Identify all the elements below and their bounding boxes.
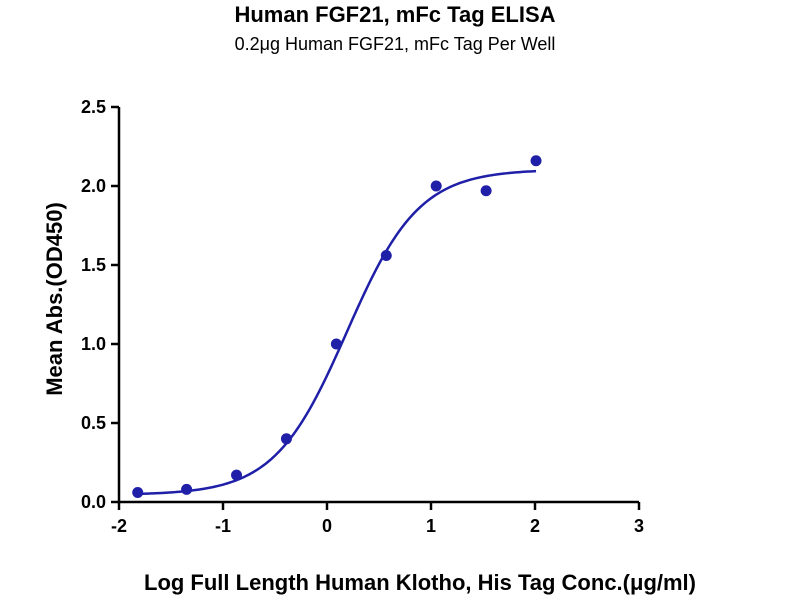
data-point-7 xyxy=(430,180,442,192)
x-tick-label: -1 xyxy=(215,516,231,536)
data-point-8 xyxy=(480,185,492,197)
data-point-2 xyxy=(181,483,193,495)
data-point-4 xyxy=(280,433,292,445)
data-point-5 xyxy=(330,338,342,350)
y-tick-label: 2.5 xyxy=(81,97,106,117)
y-axis-label: Mean Abs.(OD450) xyxy=(42,202,67,396)
data-point-1 xyxy=(132,487,144,499)
x-axis-label: Log Full Length Human Klotho, His Tag Co… xyxy=(144,570,696,595)
x-tick-label: 2 xyxy=(530,516,540,536)
data-point-9 xyxy=(530,155,542,167)
y-tick-label: 1.5 xyxy=(81,255,106,275)
y-tick-label: 1.0 xyxy=(81,334,106,354)
x-tick-label: -2 xyxy=(111,516,127,536)
y-tick-label: 2.0 xyxy=(81,176,106,196)
x-tick-label: 0 xyxy=(322,516,332,536)
data-points xyxy=(132,155,542,499)
axes xyxy=(117,107,639,504)
fit-curve xyxy=(137,169,537,496)
data-point-6 xyxy=(380,250,392,262)
x-axis-ticks: -2 -1 0 1 2 3 xyxy=(111,502,644,536)
x-tick-label: 3 xyxy=(634,516,644,536)
y-tick-label: 0.5 xyxy=(81,413,106,433)
chart-title: Human FGF21, mFc Tag ELISA xyxy=(234,2,555,27)
data-point-3 xyxy=(231,469,243,481)
chart-subtitle: 0.2μg Human FGF21, mFc Tag Per Well xyxy=(235,34,556,54)
y-tick-label: 0.0 xyxy=(81,492,106,512)
x-tick-label: 1 xyxy=(426,516,436,536)
y-axis-ticks: 0.0 0.5 1.0 1.5 2.0 2.5 xyxy=(81,97,119,512)
